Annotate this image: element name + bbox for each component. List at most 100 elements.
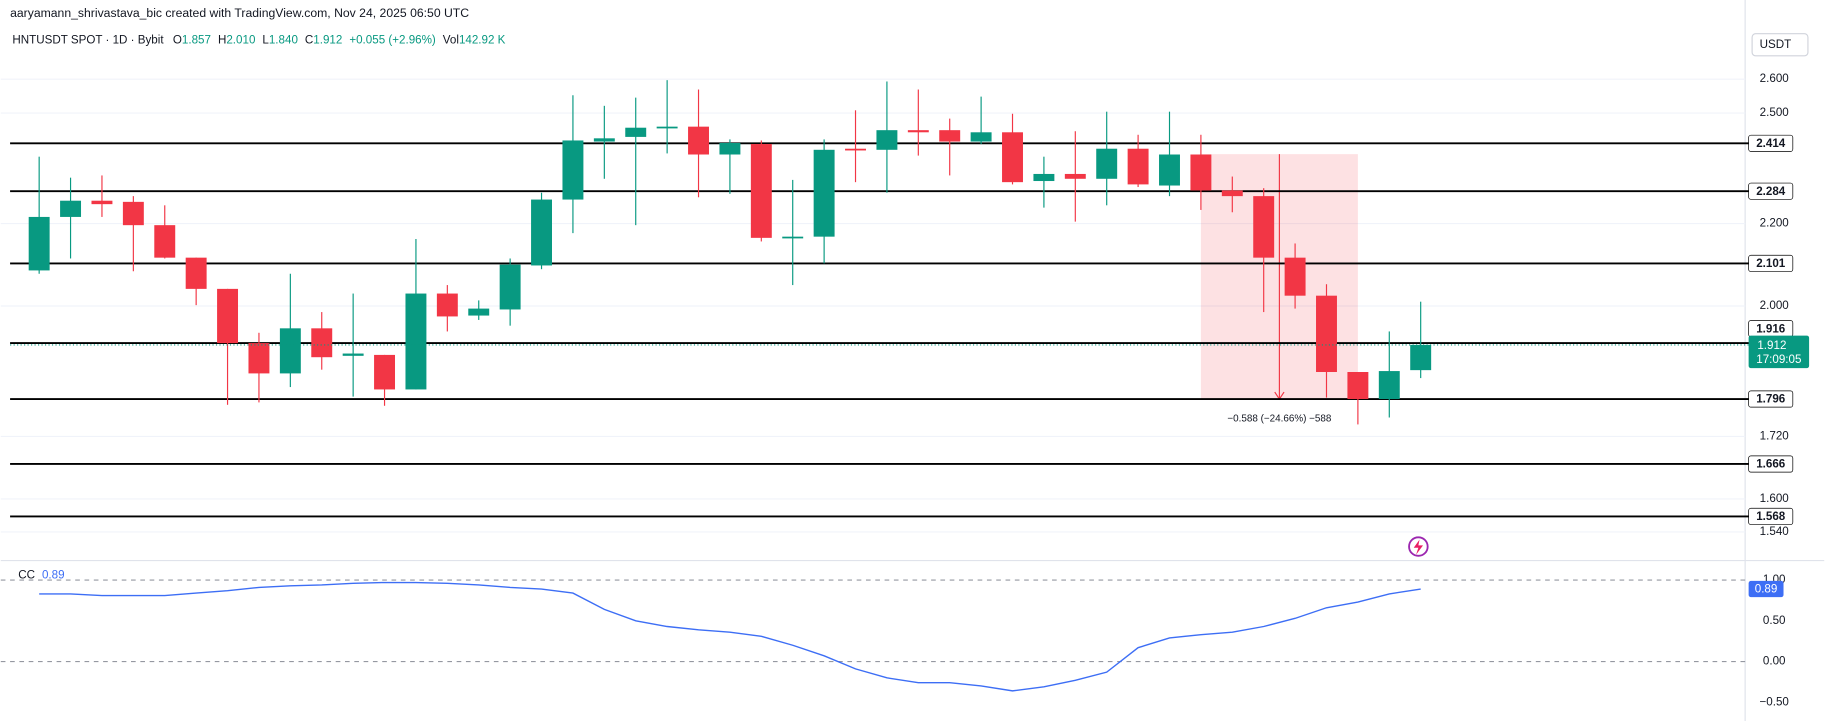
candle-body bbox=[279, 328, 301, 374]
legend-value: 142.92 K bbox=[459, 34, 506, 47]
candle-body bbox=[1190, 154, 1212, 191]
candle-body bbox=[813, 149, 835, 237]
candle-body bbox=[1127, 148, 1149, 185]
candle-body bbox=[656, 126, 678, 129]
candle-body bbox=[1002, 132, 1023, 183]
candle-body bbox=[468, 308, 490, 316]
candle-body bbox=[625, 127, 647, 137]
candle-body bbox=[719, 142, 741, 155]
level-tag bbox=[1748, 182, 1794, 200]
candle-body bbox=[876, 130, 898, 150]
level-tag bbox=[1748, 254, 1794, 272]
cc-line bbox=[39, 581, 1421, 692]
currency-box bbox=[1751, 33, 1809, 57]
cc-legend: CC 0.89 bbox=[18, 569, 64, 582]
candle-body bbox=[1316, 295, 1337, 373]
cc-last-tag bbox=[1748, 580, 1784, 598]
level-tag bbox=[1748, 507, 1794, 525]
level-label: 2.101 bbox=[1756, 257, 1786, 270]
candle-body bbox=[405, 293, 427, 390]
candle-body bbox=[1159, 154, 1180, 186]
candle-body bbox=[374, 354, 396, 390]
candle-body bbox=[1033, 173, 1055, 182]
y-tick-label: 2.000 bbox=[1760, 299, 1789, 312]
candle-body bbox=[1221, 190, 1243, 197]
countdown-label: 17:09:05 bbox=[1756, 353, 1801, 366]
candle-body bbox=[91, 200, 113, 205]
candle-body bbox=[122, 201, 144, 226]
legend-key: L bbox=[262, 34, 269, 47]
legend-key: H bbox=[218, 34, 226, 47]
y-tick-label: 0.00 bbox=[1763, 655, 1786, 668]
candle-body bbox=[531, 199, 552, 266]
level-label: 1.916 bbox=[1756, 322, 1786, 335]
cc-value: 0.89 bbox=[42, 569, 65, 582]
candle-body bbox=[907, 130, 929, 133]
level-label: 1.796 bbox=[1756, 393, 1786, 406]
candle-body bbox=[60, 200, 82, 217]
icon-ring bbox=[1408, 536, 1429, 557]
y-tick-label: −0.50 bbox=[1760, 695, 1789, 708]
y-tick-label: 0.50 bbox=[1763, 614, 1786, 627]
candle-body bbox=[750, 144, 772, 238]
cc-last-label: 0.89 bbox=[1755, 583, 1778, 596]
level-label: 1.568 bbox=[1756, 510, 1786, 523]
last-price-label: 1.912 bbox=[1757, 339, 1786, 352]
icon-bolt bbox=[1413, 539, 1424, 555]
cc-title: CC bbox=[18, 569, 35, 582]
y-tick-label: 2.600 bbox=[1760, 72, 1789, 85]
candle-body bbox=[185, 257, 207, 289]
candle-body bbox=[970, 132, 992, 142]
candle-body bbox=[1347, 372, 1369, 400]
legend-value: 1.912 bbox=[313, 34, 342, 47]
candle-body bbox=[1284, 257, 1306, 296]
level-label: 1.666 bbox=[1756, 458, 1786, 471]
level-label: 2.414 bbox=[1756, 137, 1786, 150]
candle-body bbox=[593, 138, 615, 142]
y-tick-label: 1.600 bbox=[1760, 492, 1789, 505]
candle-body bbox=[562, 140, 584, 200]
legend-value: 1.840 bbox=[269, 34, 298, 47]
last-price-tag bbox=[1748, 335, 1810, 369]
candle-body bbox=[1378, 371, 1400, 400]
legend-key: Vol bbox=[443, 34, 459, 47]
candle-body bbox=[1410, 344, 1432, 371]
y-tick-label: 1.540 bbox=[1760, 525, 1789, 538]
candle-body bbox=[436, 293, 458, 317]
legend-key: O bbox=[173, 34, 182, 47]
level-tag bbox=[1748, 455, 1794, 473]
candle-body bbox=[499, 264, 521, 310]
level-label: 2.284 bbox=[1756, 185, 1786, 198]
candle-body bbox=[28, 216, 50, 271]
candle-body bbox=[688, 126, 709, 155]
currency-label: USDT bbox=[1760, 38, 1792, 51]
legend-value: 2.010 bbox=[226, 34, 255, 47]
legend-value: 1.857 bbox=[182, 34, 211, 47]
legend-value: +0.055 (+2.96%) bbox=[349, 34, 436, 47]
measure-label: −0.588 (−24.66%) −588 bbox=[1227, 413, 1332, 424]
y-tick-label: 2.500 bbox=[1760, 106, 1789, 119]
legend-key: C bbox=[305, 34, 313, 47]
candle-body bbox=[311, 328, 333, 358]
level-tag bbox=[1748, 390, 1794, 408]
y-tick-label: 2.200 bbox=[1760, 217, 1789, 230]
symbol-legend: HNTUSDT SPOT · 1D · Bybit O1.857 H2.010 L1.… bbox=[12, 34, 505, 47]
alert-icon bbox=[1408, 536, 1429, 557]
level-tag bbox=[1748, 134, 1794, 152]
candle-body bbox=[939, 130, 961, 142]
candle-body bbox=[217, 288, 239, 344]
candle-body bbox=[154, 225, 176, 258]
y-tick-label: 1.720 bbox=[1760, 429, 1789, 442]
candle-body bbox=[1096, 148, 1118, 179]
candle-body bbox=[1064, 173, 1086, 179]
author-header: aaryamann_shrivastava_bic created with T… bbox=[10, 6, 469, 20]
symbol-name: HNTUSDT SPOT · 1D · Bybit bbox=[12, 34, 164, 47]
candle-body bbox=[845, 148, 866, 151]
candle-body bbox=[1253, 196, 1275, 258]
candle-body bbox=[342, 353, 364, 356]
candle-body bbox=[248, 343, 270, 374]
candle-body bbox=[782, 236, 804, 239]
